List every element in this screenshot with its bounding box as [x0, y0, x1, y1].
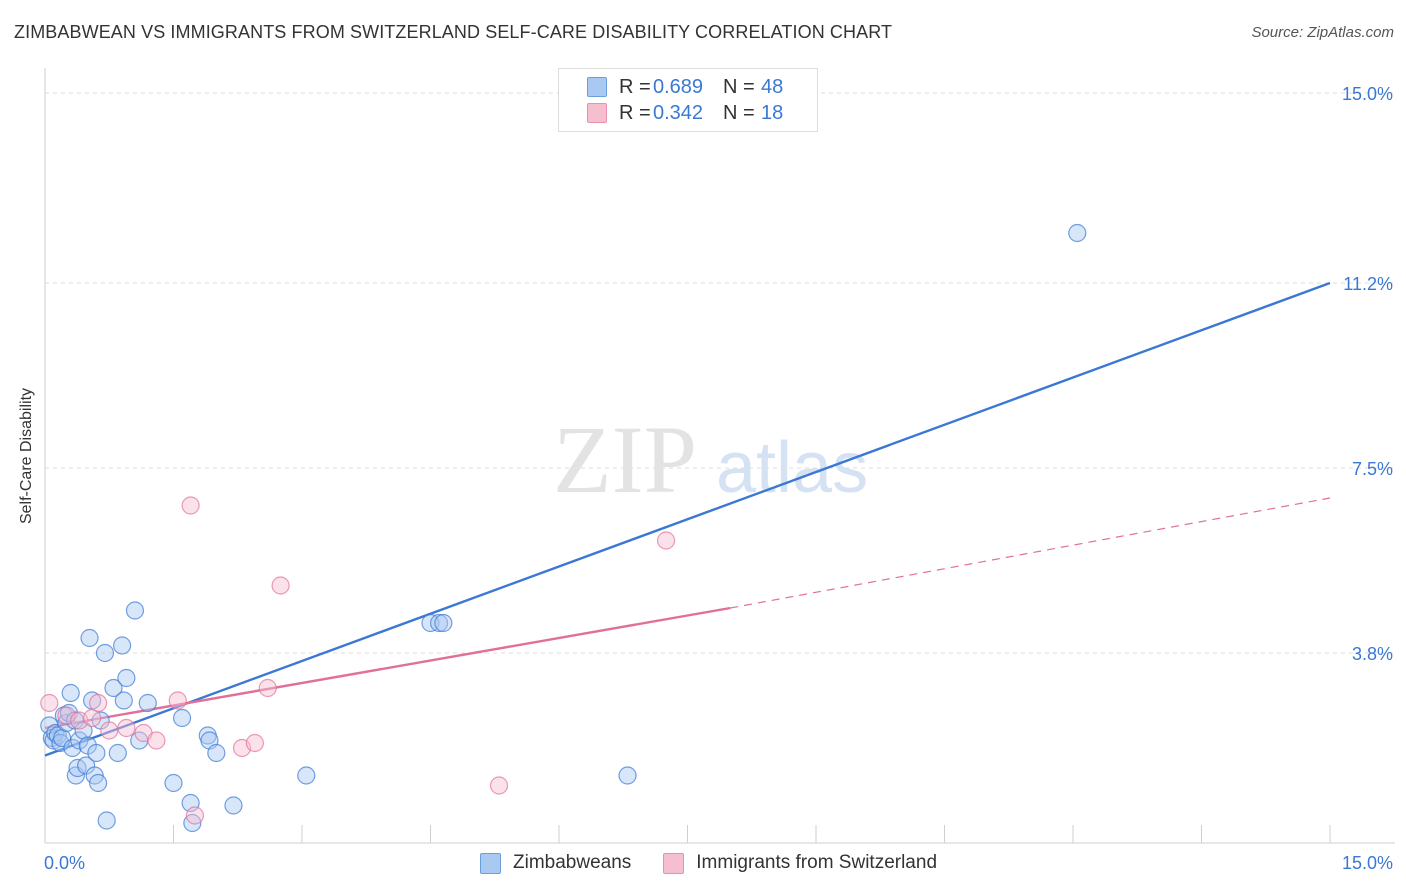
- point-zimbabwean: [297, 766, 316, 785]
- point-zimbabwean: [207, 743, 226, 763]
- legend-item-zimbabweans[interactable]: Zimbabweans: [480, 852, 631, 874]
- point-zimbabwean: [1068, 223, 1087, 243]
- point-zimbabwean: [434, 613, 453, 633]
- point-zimbabwean: [70, 731, 89, 750]
- y-tick-label: 3.8%: [1352, 644, 1393, 664]
- legend-label: Immigrants from Switzerland: [696, 852, 938, 873]
- point-zimbabwean: [138, 693, 157, 713]
- point-zimbabwean: [429, 613, 449, 633]
- r-value: 0.689: [653, 75, 704, 98]
- legend-swatch-pink: [587, 103, 607, 123]
- legend-stats: R = 0.689 N = 48 R = 0.342 N = 18: [558, 68, 818, 132]
- r-value: 0.342: [653, 101, 704, 124]
- point-zimbabwean: [117, 668, 136, 688]
- legend-swatch-pink: [663, 852, 685, 874]
- point-swiss: [185, 806, 205, 825]
- point-zimbabwean: [95, 643, 115, 663]
- point-swiss: [89, 693, 108, 713]
- trend-lines: [44, 281, 1331, 757]
- point-swiss: [271, 576, 290, 595]
- point-zimbabwean: [164, 773, 183, 793]
- y-tick-label: 11.2%: [1343, 274, 1393, 294]
- point-swiss: [181, 496, 200, 515]
- legend-swatch-blue: [480, 852, 501, 874]
- point-zimbabwean: [618, 766, 637, 785]
- x-tick-label: 0.0%: [44, 853, 85, 873]
- y-tick-label: 15.0%: [1342, 84, 1393, 104]
- point-swiss: [656, 531, 676, 550]
- n-label: N =: [723, 101, 755, 124]
- legend-item-swiss[interactable]: Immigrants from Switzerland: [663, 852, 937, 874]
- point-zimbabwean: [74, 721, 93, 740]
- point-zimbabwean: [114, 691, 133, 710]
- point-zimbabwean: [87, 743, 106, 763]
- data-points: [40, 223, 1087, 833]
- axes: [44, 68, 1395, 844]
- point-swiss: [147, 731, 166, 750]
- point-swiss: [100, 721, 119, 740]
- legend-swatch-blue: [587, 77, 607, 97]
- n-value: 48: [761, 75, 784, 98]
- trend-line-swiss-extrapolated: [730, 497, 1331, 609]
- point-zimbabwean: [172, 708, 192, 728]
- point-zimbabwean: [224, 796, 243, 815]
- r-label: R =: [619, 101, 651, 124]
- n-label: N =: [723, 75, 755, 98]
- point-swiss: [40, 693, 59, 713]
- trend-line-zimbabweans: [44, 281, 1331, 757]
- point-swiss: [168, 691, 187, 710]
- point-swiss: [489, 776, 509, 795]
- legend-row-swiss: R = 0.342 N = 18: [587, 101, 783, 125]
- legend-series: Zimbabweans Immigrants from Switzerland: [480, 852, 969, 874]
- point-swiss: [117, 718, 136, 738]
- r-label: R =: [619, 75, 651, 98]
- point-zimbabwean: [104, 678, 123, 698]
- y-tick-label: 7.5%: [1352, 459, 1393, 479]
- n-value: 18: [761, 101, 784, 124]
- point-zimbabwean: [59, 703, 79, 723]
- point-zimbabwean: [112, 636, 132, 655]
- point-zimbabwean: [80, 628, 99, 648]
- chart-title: ZIMBABWEAN VS IMMIGRANTS FROM SWITZERLAN…: [14, 22, 893, 42]
- watermark-zip: ZIP: [553, 406, 697, 513]
- point-zimbabwean: [89, 773, 108, 793]
- point-zimbabwean: [63, 738, 82, 758]
- legend-row-zimbabweans: R = 0.689 N = 48: [587, 75, 783, 99]
- watermark-atlas: atlas: [716, 428, 868, 508]
- legend-label: Zimbabweans: [513, 852, 632, 873]
- point-swiss: [245, 733, 264, 753]
- point-zimbabwean: [61, 683, 80, 703]
- point-zimbabwean: [125, 601, 145, 620]
- tick-labels: 3.8% 7.5% 11.2% 15.0% 0.0% 15.0%: [44, 84, 1393, 873]
- point-zimbabwean: [97, 811, 116, 830]
- grid-lines: [45, 92, 1395, 654]
- x-tick-label: 15.0%: [1342, 853, 1393, 873]
- source-credit: Source: ZipAtlas.com: [1251, 24, 1394, 41]
- point-zimbabwean: [108, 743, 127, 763]
- trend-line-swiss: [44, 606, 731, 730]
- point-swiss: [258, 678, 277, 698]
